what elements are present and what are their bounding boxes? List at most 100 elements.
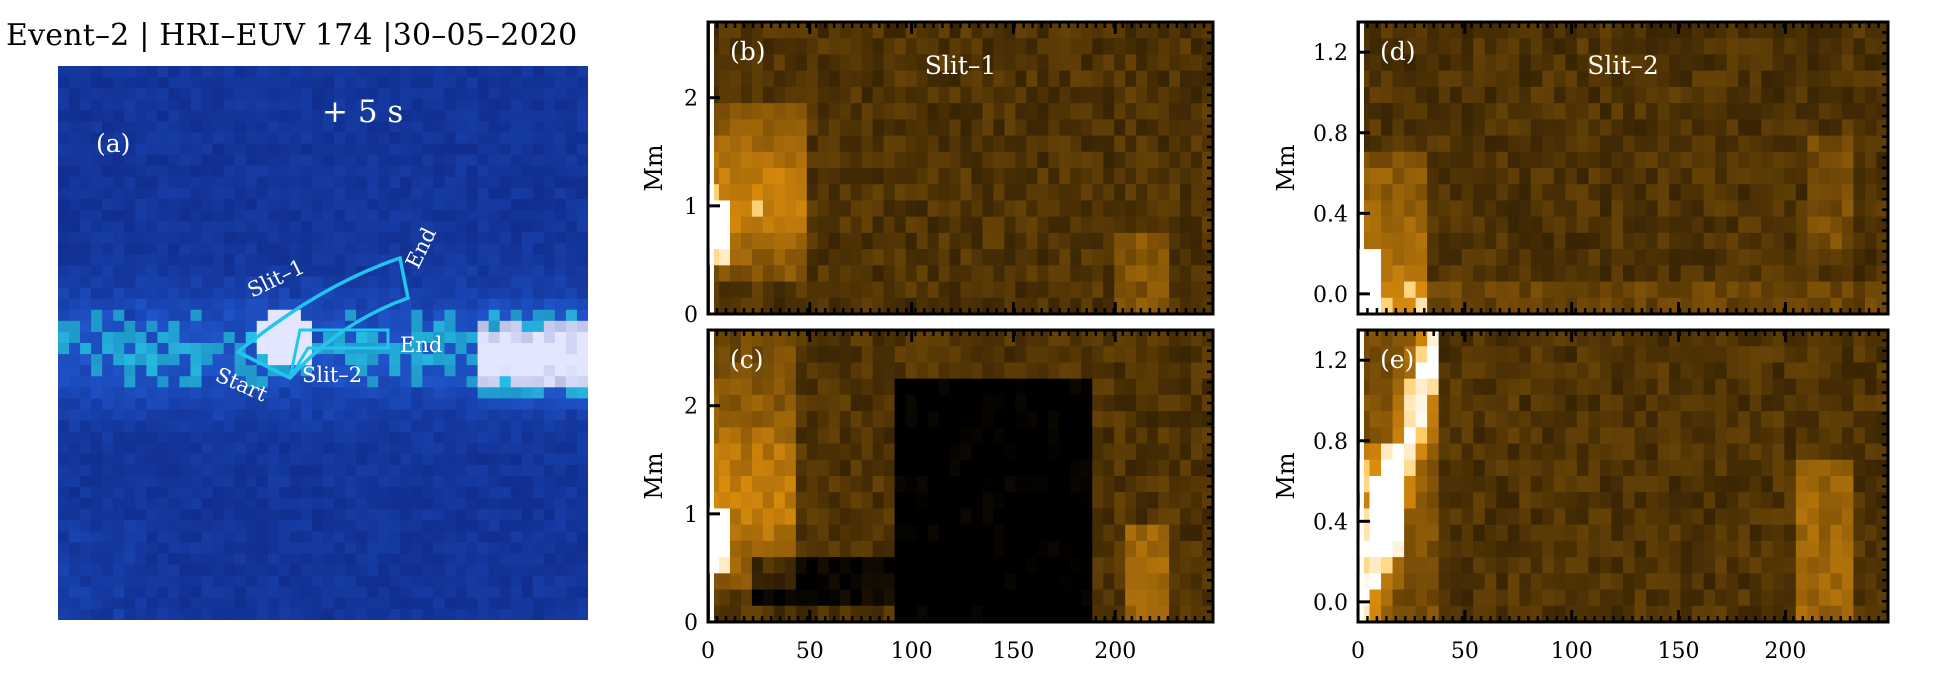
image-pixel (190, 243, 203, 255)
heatmap-cell (1761, 86, 1774, 104)
image-pixel (367, 88, 379, 100)
image-pixel (576, 453, 588, 466)
image-pixel (488, 99, 501, 111)
heatmap-cell (718, 297, 731, 315)
heatmap-cell (938, 346, 951, 364)
image-pixel (367, 398, 379, 410)
image-pixel (576, 66, 588, 78)
image-pixel (499, 88, 512, 100)
heatmap-cell (894, 86, 907, 104)
image-pixel (267, 608, 280, 620)
heatmap-cell (927, 54, 940, 72)
heatmap-cell (795, 249, 808, 266)
heatmap-cell (1026, 200, 1038, 218)
image-pixel (311, 431, 324, 444)
image-pixel (124, 198, 136, 211)
heatmap-cell (1180, 573, 1192, 591)
image-pixel (245, 110, 258, 122)
image-pixel (378, 575, 390, 588)
heatmap-cell (1392, 86, 1405, 104)
heatmap-cell (806, 119, 819, 137)
heatmap-cell (1026, 589, 1038, 607)
heatmap-cell (1496, 184, 1509, 202)
image-pixel (532, 66, 545, 78)
heatmap-cell (1715, 168, 1728, 185)
heatmap-cell (1004, 411, 1016, 428)
image-pixel (234, 198, 247, 211)
image-pixel (488, 398, 501, 410)
image-pixel (521, 498, 534, 510)
image-pixel (378, 254, 390, 266)
image-pixel (289, 475, 302, 488)
image-pixel (466, 420, 479, 433)
heatmap-cell (1864, 184, 1878, 202)
image-pixel (135, 354, 147, 366)
heatmap-cell (1450, 151, 1463, 169)
heatmap-cell (1611, 70, 1624, 88)
image-pixel (565, 608, 578, 620)
image-pixel (499, 210, 512, 222)
heatmap-cell (861, 281, 874, 299)
heatmap-cell (1450, 86, 1463, 104)
heatmap-cell (1059, 427, 1071, 445)
heatmap-cell (806, 70, 819, 88)
image-pixel (455, 575, 468, 588)
image-pixel (411, 99, 423, 111)
heatmap-cell (1738, 22, 1751, 39)
image-pixel (565, 475, 578, 488)
heatmap-cell (850, 394, 863, 412)
image-pixel (267, 88, 280, 100)
image-pixel (113, 154, 125, 167)
heatmap-cell (1565, 168, 1578, 185)
image-pixel (256, 597, 269, 610)
heatmap-cell (1026, 119, 1038, 137)
image-pixel (444, 187, 456, 200)
heatmap-cell (993, 86, 1006, 104)
image-pixel (444, 475, 456, 488)
heatmap-cell (1136, 38, 1148, 56)
image-pixel (455, 287, 468, 300)
image-pixel (91, 376, 103, 388)
heatmap-cell (1048, 151, 1060, 169)
heatmap-cell (938, 216, 951, 234)
image-pixel (212, 498, 225, 510)
heatmap-cell (1484, 103, 1497, 120)
heatmap-cell (861, 394, 874, 412)
heatmap-cell (938, 540, 951, 558)
heatmap-cell (718, 394, 731, 412)
image-pixel (422, 132, 434, 145)
heatmap-cell (784, 70, 797, 88)
image-pixel (300, 564, 313, 577)
image-pixel (433, 531, 445, 543)
heatmap-cell (1158, 427, 1170, 445)
heatmap-cell (1496, 70, 1509, 88)
heatmap-cell (839, 540, 852, 558)
heatmap-cell (1004, 346, 1016, 364)
image-pixel (113, 243, 125, 255)
heatmap-cell (1519, 216, 1532, 234)
image-pixel (466, 542, 479, 555)
image-pixel (102, 243, 114, 255)
heatmap-cell (960, 281, 973, 299)
heatmap-cell (1092, 589, 1104, 607)
image-pixel (565, 243, 578, 255)
image-pixel (455, 420, 468, 433)
image-pixel (565, 520, 578, 532)
image-pixel (80, 121, 92, 133)
image-pixel (267, 387, 280, 399)
image-pixel (543, 243, 556, 255)
heatmap-cell (1092, 378, 1104, 396)
heatmap-cell (894, 605, 907, 623)
heatmap-cell (1599, 135, 1613, 153)
heatmap-cell (1369, 103, 1382, 120)
image-pixel (554, 198, 567, 211)
image-pixel (554, 276, 567, 289)
heatmap-cell (1715, 103, 1728, 120)
heatmap-cell (1876, 119, 1889, 137)
image-pixel (157, 442, 169, 455)
image-pixel (124, 265, 136, 278)
image-pixel (422, 575, 434, 588)
image-pixel (80, 154, 92, 167)
heatmap-cell (905, 443, 918, 461)
heatmap-cell (1611, 86, 1624, 104)
